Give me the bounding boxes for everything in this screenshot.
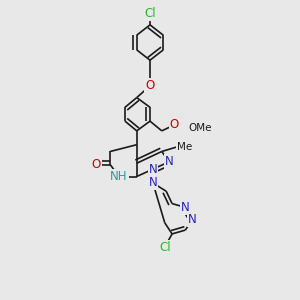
Text: OMe: OMe [188, 123, 212, 133]
Text: O: O [169, 118, 179, 131]
Text: N: N [148, 163, 157, 176]
Text: Me: Me [176, 142, 192, 152]
Text: N: N [148, 176, 157, 190]
Text: O: O [146, 79, 154, 92]
Text: Cl: Cl [144, 7, 156, 20]
Text: Cl: Cl [159, 241, 170, 254]
Text: O: O [92, 158, 101, 171]
Text: N: N [165, 155, 173, 168]
Text: N: N [181, 201, 190, 214]
Text: NH: NH [110, 170, 128, 183]
Text: N: N [188, 213, 197, 226]
